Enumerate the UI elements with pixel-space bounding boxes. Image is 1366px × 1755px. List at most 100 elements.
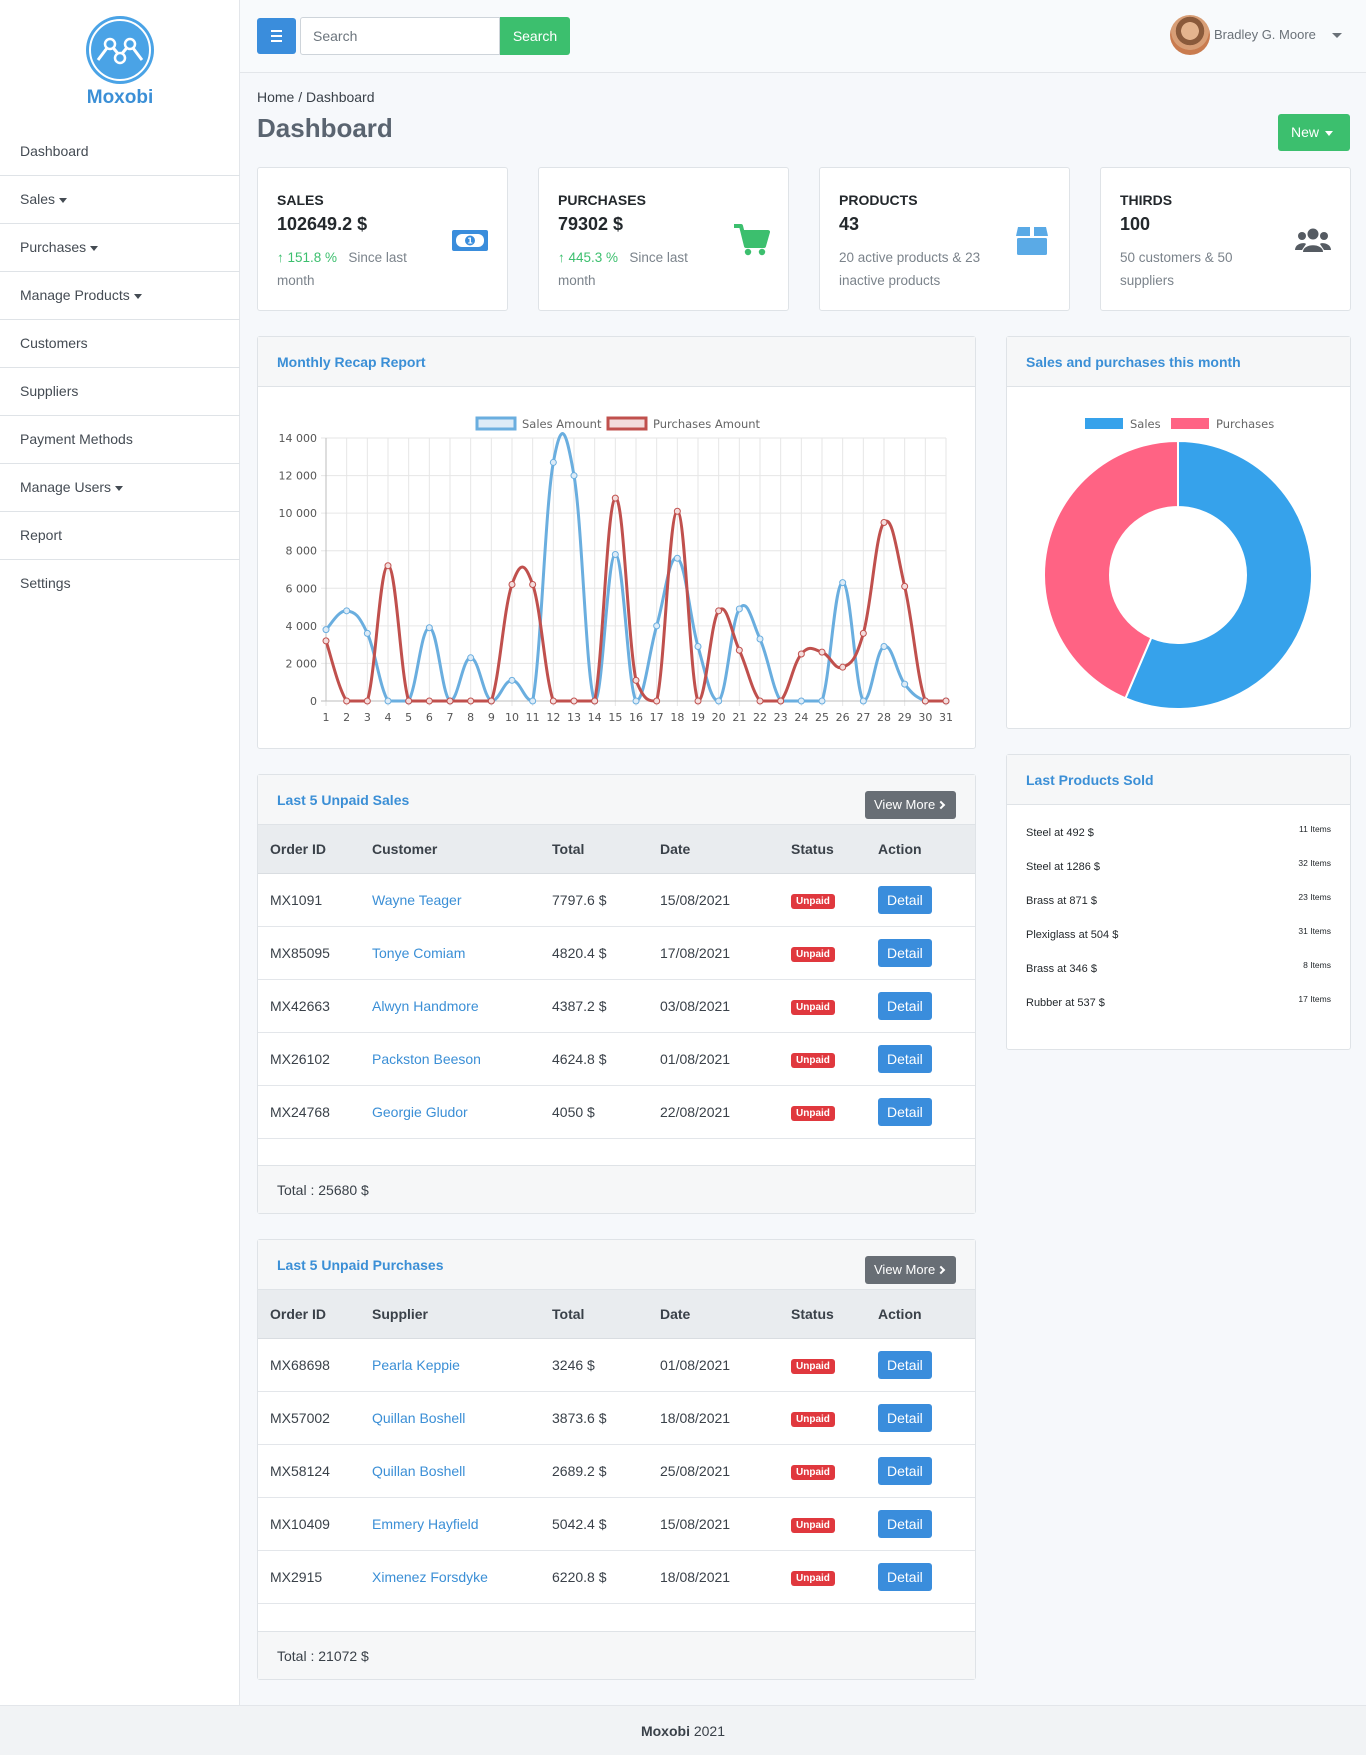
moxobi-logo-icon[interactable] xyxy=(84,14,156,86)
data-point[interactable] xyxy=(921,697,929,705)
data-point[interactable] xyxy=(756,697,764,705)
sidebar-item-purchases[interactable]: Purchases xyxy=(0,224,240,272)
data-point[interactable] xyxy=(425,624,433,632)
view-more-button[interactable]: View More xyxy=(865,1256,956,1284)
menu-toggle-button[interactable] xyxy=(257,18,296,54)
data-point[interactable] xyxy=(715,607,723,615)
data-point[interactable] xyxy=(756,635,764,643)
donut-slice-purchases[interactable] xyxy=(1043,439,1179,700)
data-point[interactable] xyxy=(694,697,702,705)
user-name[interactable]: Bradley G. Moore xyxy=(1214,27,1316,42)
data-point[interactable] xyxy=(467,654,475,662)
data-point[interactable] xyxy=(363,629,371,637)
data-point[interactable] xyxy=(384,562,392,570)
data-point[interactable] xyxy=(653,697,661,705)
data-point[interactable] xyxy=(363,697,371,705)
sidebar-item-payment-methods[interactable]: Payment Methods xyxy=(0,416,240,464)
data-point[interactable] xyxy=(735,605,743,613)
detail-button[interactable]: Detail xyxy=(878,1509,932,1538)
data-point[interactable] xyxy=(322,637,330,645)
data-point[interactable] xyxy=(570,472,578,480)
data-point[interactable] xyxy=(839,579,847,587)
data-point[interactable] xyxy=(694,643,702,651)
party-link[interactable]: Ximenez Forsdyke xyxy=(360,1550,540,1604)
party-link[interactable]: Packston Beeson xyxy=(360,1032,540,1086)
data-point[interactable] xyxy=(880,643,888,651)
data-point[interactable] xyxy=(611,494,619,502)
data-point[interactable] xyxy=(529,697,537,705)
detail-button[interactable]: Detail xyxy=(878,991,932,1020)
party-link[interactable]: Emmery Hayfield xyxy=(360,1497,540,1551)
detail-button[interactable]: Detail xyxy=(878,1403,932,1432)
data-point[interactable] xyxy=(859,697,867,705)
party-link[interactable]: Alwyn Handmore xyxy=(360,979,540,1033)
detail-button[interactable]: Detail xyxy=(878,885,932,914)
detail-button[interactable]: Detail xyxy=(878,1097,932,1126)
data-point[interactable] xyxy=(405,697,413,705)
data-point[interactable] xyxy=(611,550,619,558)
data-point[interactable] xyxy=(839,663,847,671)
data-point[interactable] xyxy=(797,650,805,658)
data-point[interactable] xyxy=(673,554,681,562)
data-point[interactable] xyxy=(818,648,826,656)
data-point[interactable] xyxy=(673,507,681,515)
party-link[interactable]: Georgie Gludor xyxy=(360,1085,540,1139)
party-link[interactable]: Quillan Boshell xyxy=(360,1444,540,1498)
avatar[interactable] xyxy=(1170,15,1210,55)
data-point[interactable] xyxy=(632,697,640,705)
data-point[interactable] xyxy=(901,582,909,590)
data-point[interactable] xyxy=(859,629,867,637)
status-badge: Unpaid xyxy=(791,893,835,909)
detail-button[interactable]: Detail xyxy=(878,1350,932,1379)
data-point[interactable] xyxy=(653,622,661,630)
sidebar-item-manage-products[interactable]: Manage Products xyxy=(0,272,240,320)
sidebar-item-manage-users[interactable]: Manage Users xyxy=(0,464,240,512)
new-button[interactable]: New xyxy=(1278,114,1350,151)
data-point[interactable] xyxy=(570,697,578,705)
search-input[interactable] xyxy=(300,17,500,55)
data-point[interactable] xyxy=(487,697,495,705)
data-point[interactable] xyxy=(880,519,888,527)
data-point[interactable] xyxy=(942,697,950,705)
data-point[interactable] xyxy=(591,697,599,705)
data-point[interactable] xyxy=(549,697,557,705)
user-menu-caret-icon[interactable] xyxy=(1332,33,1342,38)
detail-button[interactable]: Detail xyxy=(878,938,932,967)
data-point[interactable] xyxy=(529,581,537,589)
data-point[interactable] xyxy=(735,646,743,654)
data-point[interactable] xyxy=(797,697,805,705)
order-date: 03/08/2021 xyxy=(648,979,779,1033)
sidebar-item-sales[interactable]: Sales xyxy=(0,176,240,224)
detail-button[interactable]: Detail xyxy=(878,1044,932,1073)
data-point[interactable] xyxy=(549,458,557,466)
party-link[interactable]: Wayne Teager xyxy=(360,873,540,927)
data-point[interactable] xyxy=(343,697,351,705)
data-point[interactable] xyxy=(901,680,909,688)
data-point[interactable] xyxy=(384,697,392,705)
sidebar-item-suppliers[interactable]: Suppliers xyxy=(0,368,240,416)
data-point[interactable] xyxy=(508,676,516,684)
data-point[interactable] xyxy=(632,676,640,684)
sidebar-item-customers[interactable]: Customers xyxy=(0,320,240,368)
data-point[interactable] xyxy=(508,581,516,589)
sidebar-item-report[interactable]: Report xyxy=(0,512,240,560)
list-item: Brass at 871 $ 23 Items xyxy=(1026,892,1331,907)
sidebar-item-dashboard[interactable]: Dashboard xyxy=(0,128,240,176)
donut-slice-sales[interactable] xyxy=(1124,439,1313,710)
data-point[interactable] xyxy=(818,697,826,705)
data-point[interactable] xyxy=(467,697,475,705)
party-link[interactable]: Quillan Boshell xyxy=(360,1391,540,1445)
detail-button[interactable]: Detail xyxy=(878,1562,932,1591)
view-more-button[interactable]: View More xyxy=(865,791,956,819)
party-link[interactable]: Tonye Comiam xyxy=(360,926,540,980)
data-point[interactable] xyxy=(343,607,351,615)
search-button[interactable]: Search xyxy=(500,17,570,55)
sidebar-item-settings[interactable]: Settings xyxy=(0,560,240,608)
data-point[interactable] xyxy=(715,697,723,705)
data-point[interactable] xyxy=(322,626,330,634)
data-point[interactable] xyxy=(425,697,433,705)
party-link[interactable]: Pearla Keppie xyxy=(360,1338,540,1392)
detail-button[interactable]: Detail xyxy=(878,1456,932,1485)
data-point[interactable] xyxy=(777,697,785,705)
data-point[interactable] xyxy=(446,697,454,705)
